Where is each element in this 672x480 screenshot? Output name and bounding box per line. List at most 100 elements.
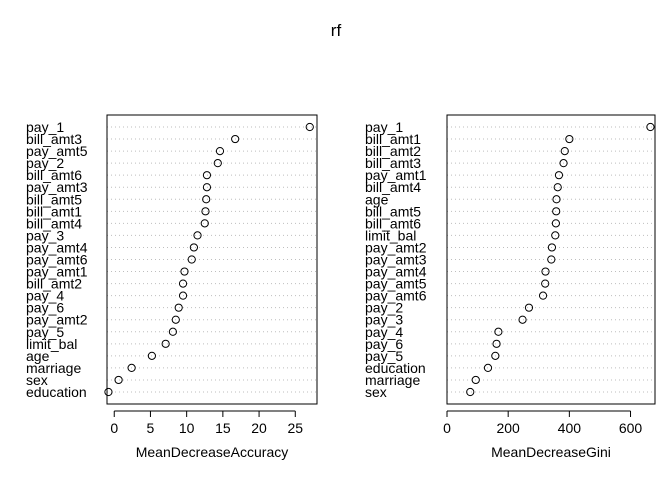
variable-label: pay_3 [365,312,403,328]
variable-label: marriage [365,372,420,388]
data-point [171,315,180,324]
variable-label: education [26,384,87,400]
x-tick-label: 200 [496,420,520,436]
variable-label: marriage [26,360,81,376]
data-point [201,207,210,216]
variable-label: bill_amt4 [26,215,82,231]
variable-label: pay_2 [365,300,403,316]
data-point [161,339,170,348]
data-point [147,351,156,360]
data-point [547,255,556,264]
data-point [202,183,212,192]
data-point [551,231,560,240]
variable-label: pay_amt1 [26,264,88,280]
data-point [180,267,189,276]
data-point [552,195,561,204]
x-tick-label: 10 [179,420,195,436]
data-point [565,134,574,144]
data-point [471,375,480,385]
data-point [491,351,500,360]
variable-label: age [365,191,389,207]
x-tick-label: 20 [251,420,267,436]
main-title: rf [331,21,342,40]
data-point [114,375,123,385]
variable-label: bill_amt1 [365,131,421,147]
variable-label: pay_amt3 [365,252,427,268]
variable-label: limit_bal [26,336,77,352]
variable-label: sex [26,372,48,388]
panel-mean-decrease-accuracy: pay_1bill_amt3pay_amt5pay_2bill_amt6pay_… [26,114,318,460]
data-point [524,303,534,312]
data-point [552,207,561,216]
data-point [202,171,212,180]
data-point [200,219,209,228]
x-tick-label: 15 [215,420,231,436]
variable-label: bill_amt6 [365,215,421,231]
x-axis-title: MeanDecreaseGini [491,444,611,460]
variable-label: pay_amt6 [26,252,88,268]
variable-label: sex [365,384,387,400]
data-point [193,231,202,240]
variable-label: pay_amt4 [26,239,88,255]
variable-label: pay_amt5 [26,143,88,159]
variable-label: pay_6 [26,300,64,316]
variable-label: age [26,348,50,364]
data-point [168,327,177,336]
x-axis-title: MeanDecreaseAccuracy [136,444,289,460]
variable-label: limit_bal [365,227,416,243]
variable-label: pay_amt5 [365,276,427,292]
variable-label: bill_amt2 [26,276,82,292]
data-point [213,159,222,168]
data-point [178,291,188,300]
data-point [538,291,548,300]
data-point [189,243,198,252]
variable-label: pay_4 [26,288,64,304]
data-point [551,219,560,228]
variable-label: pay_5 [26,324,64,340]
variable-label: bill_amt1 [26,203,82,219]
variable-label: pay_amt3 [26,179,88,195]
data-point [560,146,569,156]
data-point [541,267,550,276]
data-point [547,243,557,252]
x-tick-label: 5 [147,420,155,436]
variable-label: pay_2 [26,155,64,171]
data-point [174,303,183,312]
data-point [554,171,564,180]
variable-label: pay_3 [26,227,64,243]
variable-label: pay_4 [365,324,403,340]
data-point [646,122,655,132]
variable-label: pay_amt4 [365,264,427,280]
x-tick-label: 400 [558,420,582,436]
data-point [466,387,475,397]
variable-label: pay_amt2 [365,239,427,255]
x-tick-label: 600 [619,420,643,436]
data-point [187,255,196,264]
data-point [494,327,503,336]
data-point [178,279,188,288]
data-point [483,363,493,373]
variable-label: pay_1 [365,119,403,135]
data-point [104,387,113,397]
data-point [518,315,527,324]
variable-label: pay_5 [365,348,403,364]
variable-label: pay_amt6 [365,288,427,304]
variable-label: bill_amt3 [365,155,421,171]
variable-label: pay_amt2 [26,312,88,328]
data-point [215,146,225,156]
data-point [559,159,568,168]
data-point [305,122,314,132]
panel-mean-decrease-gini: pay_1bill_amt1bill_amt2bill_amt3pay_amt1… [365,114,656,460]
data-point [553,183,562,192]
variable-label: education [365,360,426,376]
variable-label: pay_1 [26,119,64,135]
variable-label: bill_amt4 [365,179,421,195]
variable-label: bill_amt3 [26,131,82,147]
variable-label: bill_amt5 [365,203,421,219]
x-tick-label: 0 [443,420,451,436]
variable-label: bill_amt2 [365,143,421,159]
data-point [492,339,501,348]
x-tick-label: 25 [287,420,303,436]
variable-label: pay_6 [365,336,403,352]
